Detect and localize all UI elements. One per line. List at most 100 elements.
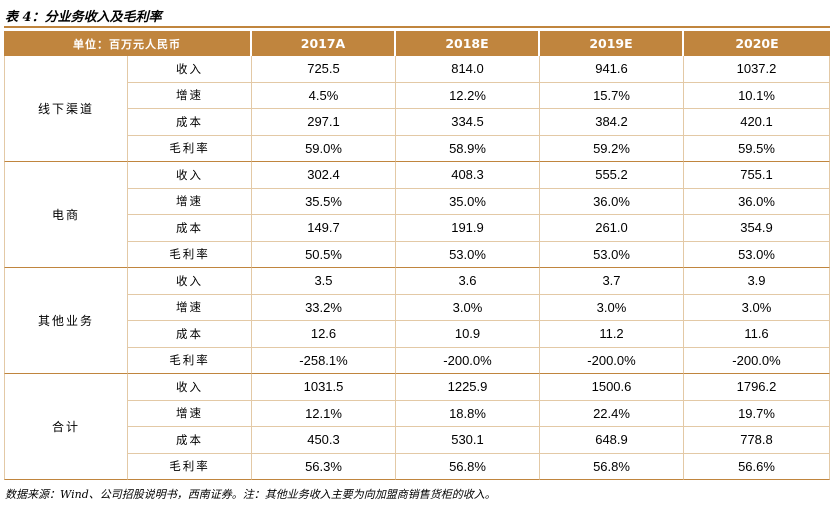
value-cell: 408.3 [396, 162, 540, 189]
value-cell: 35.0% [396, 188, 540, 215]
value-cell: 3.0% [540, 294, 684, 321]
metric-label: 成本 [128, 109, 252, 136]
metric-label: 增速 [128, 400, 252, 427]
segment-label: 电商 [4, 162, 128, 268]
value-cell: 33.2% [252, 294, 396, 321]
table-row: 其他业务 收入 3.5 3.6 3.7 3.9 [4, 268, 830, 374]
year-header-2018: 2018E [396, 31, 540, 56]
value-cell: 814.0 [396, 56, 540, 83]
year-header-2019: 2019E [540, 31, 684, 56]
value-cell: 420.1 [684, 109, 830, 136]
value-cell: 19.7% [684, 400, 830, 427]
value-cell: 3.0% [396, 294, 540, 321]
value-cell: 12.6 [252, 321, 396, 348]
value-cell: 450.3 [252, 427, 396, 454]
value-cell: 1500.6 [540, 374, 684, 401]
table-row: 增速 4.5% 12.2% 15.7% 10.1% [4, 82, 830, 109]
value-cell: 530.1 [396, 427, 540, 454]
table-row: 毛利率 56.3% 56.8% 56.8% 56.6% [4, 453, 830, 480]
value-cell: 149.7 [252, 215, 396, 242]
value-cell: 10.1% [684, 82, 830, 109]
metric-label: 毛利率 [128, 241, 252, 268]
table-row: 成本 450.3 530.1 648.9 778.8 [4, 427, 830, 454]
value-cell: 58.9% [396, 135, 540, 162]
metric-label: 成本 [128, 427, 252, 454]
metric-label: 增速 [128, 82, 252, 109]
header-row: 单位：百万元人民币 2017A 2018E 2019E 2020E [4, 31, 830, 56]
value-cell: 59.5% [684, 135, 830, 162]
value-cell: 302.4 [252, 162, 396, 189]
value-cell: 53.0% [540, 241, 684, 268]
value-cell: -200.0% [684, 347, 830, 374]
value-cell: 11.2 [540, 321, 684, 348]
value-cell: 50.5% [252, 241, 396, 268]
value-cell: 555.2 [540, 162, 684, 189]
value-cell: 334.5 [396, 109, 540, 136]
value-cell: 56.8% [396, 453, 540, 480]
table-row: 毛利率 -258.1% -200.0% -200.0% -200.0% [4, 347, 830, 374]
value-cell: 53.0% [396, 241, 540, 268]
table-title: 表 4：分业务收入及毛利率 [5, 10, 162, 25]
value-cell: 12.2% [396, 82, 540, 109]
value-cell: 941.6 [540, 56, 684, 83]
segment-label: 合计 [4, 374, 128, 480]
metric-label: 成本 [128, 215, 252, 242]
value-cell: 36.0% [684, 188, 830, 215]
value-cell: 3.5 [252, 268, 396, 295]
unit-header: 单位：百万元人民币 [4, 31, 252, 56]
table-row: 成本 12.6 10.9 11.2 11.6 [4, 321, 830, 348]
value-cell: 755.1 [684, 162, 830, 189]
value-cell: 3.9 [684, 268, 830, 295]
value-cell: 15.7% [540, 82, 684, 109]
value-cell: 1031.5 [252, 374, 396, 401]
value-cell: 56.6% [684, 453, 830, 480]
revenue-margin-table: 单位：百万元人民币 2017A 2018E 2019E 2020E 线下渠道 收入… [4, 31, 830, 480]
value-cell: 53.0% [684, 241, 830, 268]
value-cell: -200.0% [396, 347, 540, 374]
segment-label: 线下渠道 [4, 56, 128, 162]
value-cell: 648.9 [540, 427, 684, 454]
value-cell: 1225.9 [396, 374, 540, 401]
value-cell: 725.5 [252, 56, 396, 83]
metric-label: 收入 [128, 162, 252, 189]
metric-label: 成本 [128, 321, 252, 348]
table-row: 增速 12.1% 18.8% 22.4% 19.7% [4, 400, 830, 427]
table-row: 合计 收入 1031.5 1225.9 1500.6 1796.2 [4, 374, 830, 480]
value-cell: 191.9 [396, 215, 540, 242]
value-cell: -258.1% [252, 347, 396, 374]
value-cell: 354.9 [684, 215, 830, 242]
value-cell: 56.3% [252, 453, 396, 480]
table-row: 线下渠道 收入 725.5 814.0 941.6 1037.2 [4, 56, 830, 162]
value-cell: 59.2% [540, 135, 684, 162]
table-row: 成本 297.1 334.5 384.2 420.1 [4, 109, 830, 136]
value-cell: 1796.2 [684, 374, 830, 401]
metric-label: 收入 [128, 374, 252, 401]
value-cell: 35.5% [252, 188, 396, 215]
value-cell: 384.2 [540, 109, 684, 136]
table-row: 增速 35.5% 35.0% 36.0% 36.0% [4, 188, 830, 215]
value-cell: 3.6 [396, 268, 540, 295]
value-cell: 297.1 [252, 109, 396, 136]
value-cell: 3.7 [540, 268, 684, 295]
title-divider [4, 26, 830, 28]
value-cell: 56.8% [540, 453, 684, 480]
value-cell: 778.8 [684, 427, 830, 454]
table-row: 成本 149.7 191.9 261.0 354.9 [4, 215, 830, 242]
value-cell: 11.6 [684, 321, 830, 348]
table-row: 电商 收入 302.4 408.3 555.2 755.1 [4, 162, 830, 268]
value-cell: 12.1% [252, 400, 396, 427]
metric-label: 毛利率 [128, 135, 252, 162]
value-cell: 22.4% [540, 400, 684, 427]
value-cell: 10.9 [396, 321, 540, 348]
metric-label: 毛利率 [128, 453, 252, 480]
value-cell: 3.0% [684, 294, 830, 321]
metric-label: 收入 [128, 56, 252, 83]
metric-label: 增速 [128, 188, 252, 215]
metric-label: 收入 [128, 268, 252, 295]
segment-label: 其他业务 [4, 268, 128, 374]
value-cell: 1037.2 [684, 56, 830, 83]
table-row: 增速 33.2% 3.0% 3.0% 3.0% [4, 294, 830, 321]
value-cell: 18.8% [396, 400, 540, 427]
value-cell: 261.0 [540, 215, 684, 242]
table-row: 毛利率 59.0% 58.9% 59.2% 59.5% [4, 135, 830, 162]
